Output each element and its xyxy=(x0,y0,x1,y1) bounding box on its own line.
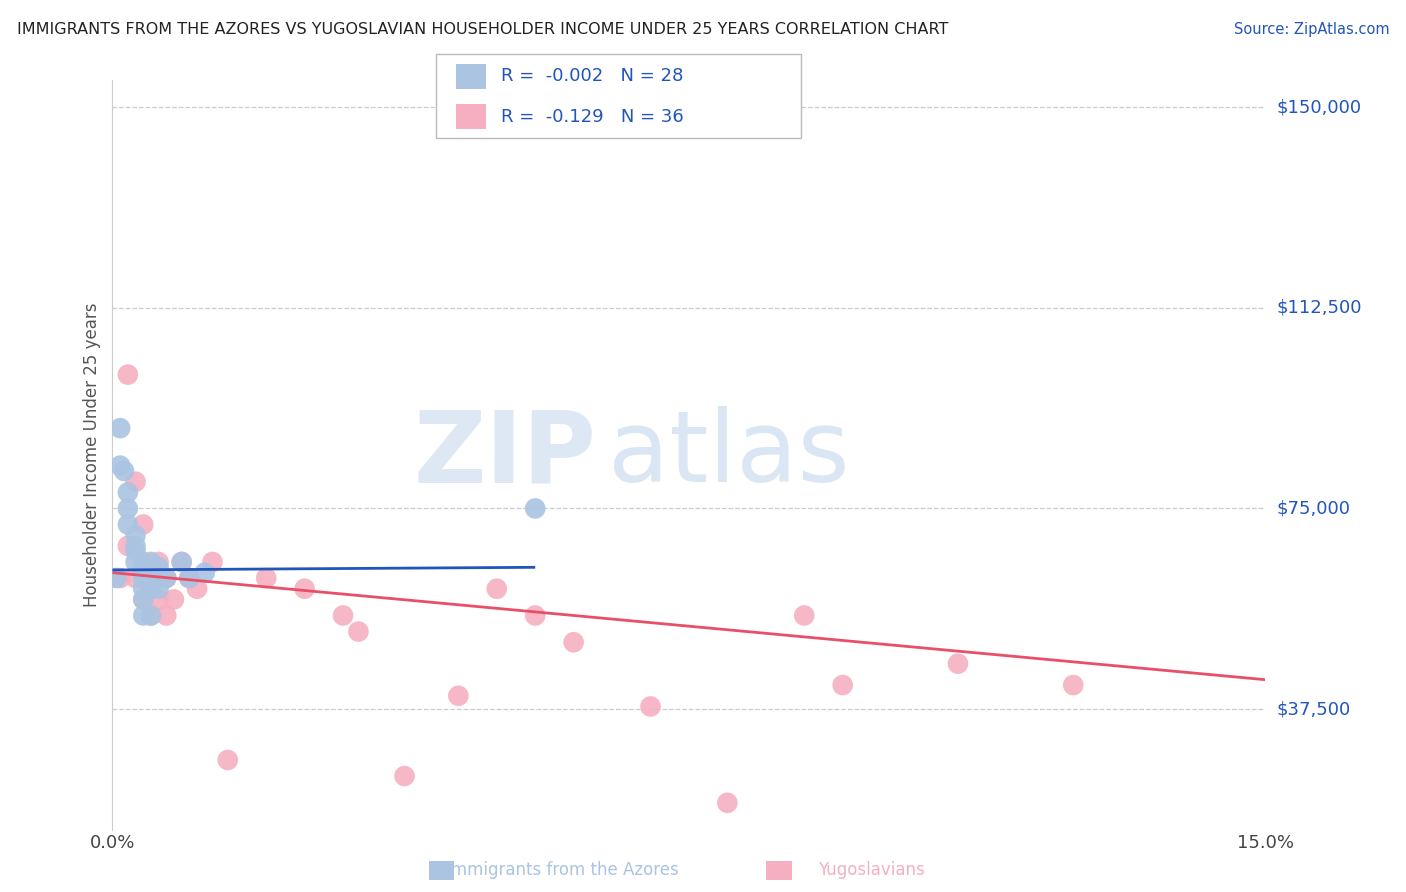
Point xyxy=(163,592,186,607)
Point xyxy=(148,582,170,596)
Point xyxy=(194,566,217,580)
Point xyxy=(716,796,738,810)
Point xyxy=(562,635,585,649)
Point xyxy=(640,699,662,714)
Point xyxy=(117,517,139,532)
Point xyxy=(201,555,224,569)
Point xyxy=(105,571,128,585)
Point xyxy=(139,582,162,596)
Point xyxy=(124,528,146,542)
Text: Source: ZipAtlas.com: Source: ZipAtlas.com xyxy=(1233,22,1389,37)
Point xyxy=(112,464,135,478)
Point xyxy=(139,555,162,569)
Point xyxy=(124,539,146,553)
Point xyxy=(186,582,208,596)
Point xyxy=(139,608,162,623)
Point xyxy=(347,624,370,639)
Point xyxy=(170,555,193,569)
Point xyxy=(946,657,969,671)
Text: $37,500: $37,500 xyxy=(1277,700,1351,718)
Text: $112,500: $112,500 xyxy=(1277,299,1362,317)
Point xyxy=(117,485,139,500)
Point xyxy=(117,539,139,553)
Y-axis label: Householder Income Under 25 years: Householder Income Under 25 years xyxy=(83,302,101,607)
Text: R =  -0.129   N = 36: R = -0.129 N = 36 xyxy=(501,108,683,126)
Point xyxy=(132,582,155,596)
Text: Yugoslavians: Yugoslavians xyxy=(818,861,925,879)
Text: $75,000: $75,000 xyxy=(1277,500,1351,517)
Point xyxy=(124,544,146,558)
Point xyxy=(139,608,162,623)
Point xyxy=(132,560,155,574)
Point xyxy=(132,566,155,580)
Point xyxy=(524,608,547,623)
Point xyxy=(108,458,131,473)
Point xyxy=(132,517,155,532)
Point xyxy=(132,571,155,585)
Point xyxy=(124,475,146,489)
Point xyxy=(132,555,155,569)
Point xyxy=(793,608,815,623)
Point xyxy=(132,592,155,607)
Point xyxy=(332,608,354,623)
Point xyxy=(179,571,201,585)
Point xyxy=(148,592,170,607)
Point xyxy=(447,689,470,703)
Point xyxy=(217,753,239,767)
Point xyxy=(294,582,316,596)
Point xyxy=(117,501,139,516)
Point xyxy=(132,608,155,623)
Point xyxy=(108,421,131,435)
Point xyxy=(132,592,155,607)
Point xyxy=(139,582,162,596)
Point xyxy=(524,501,547,516)
Point xyxy=(155,608,177,623)
Point xyxy=(148,555,170,569)
Point xyxy=(124,555,146,569)
Point xyxy=(485,582,508,596)
Point xyxy=(148,560,170,574)
Point xyxy=(1062,678,1084,692)
Point xyxy=(170,555,193,569)
Text: $150,000: $150,000 xyxy=(1277,98,1361,116)
Point xyxy=(108,571,131,585)
Point xyxy=(179,571,201,585)
Text: R =  -0.002   N = 28: R = -0.002 N = 28 xyxy=(501,67,683,86)
Point xyxy=(155,571,177,585)
Text: Immigrants from the Azores: Immigrants from the Azores xyxy=(446,861,679,879)
Point xyxy=(139,566,162,580)
Point xyxy=(831,678,853,692)
Point xyxy=(139,571,162,585)
Point xyxy=(124,571,146,585)
Text: IMMIGRANTS FROM THE AZORES VS YUGOSLAVIAN HOUSEHOLDER INCOME UNDER 25 YEARS CORR: IMMIGRANTS FROM THE AZORES VS YUGOSLAVIA… xyxy=(17,22,948,37)
Text: ZIP: ZIP xyxy=(413,407,596,503)
Point xyxy=(254,571,277,585)
Point xyxy=(155,571,177,585)
Point xyxy=(117,368,139,382)
Text: atlas: atlas xyxy=(609,407,849,503)
Point xyxy=(394,769,416,783)
